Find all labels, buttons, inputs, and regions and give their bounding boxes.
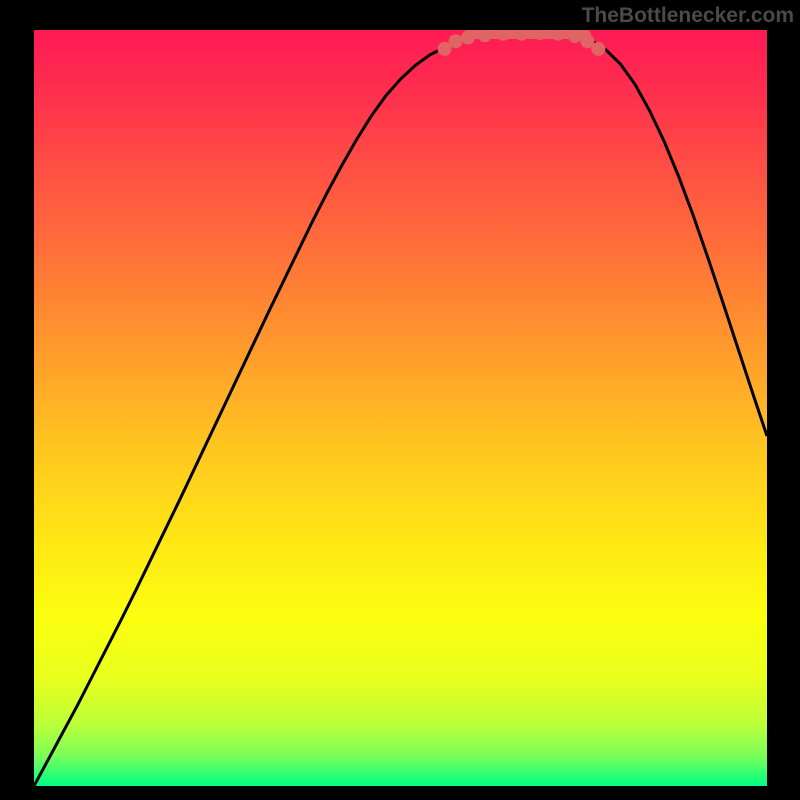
marker-dot [448, 34, 462, 48]
marker-dot [591, 42, 605, 56]
chart-plot-area [34, 30, 767, 786]
bottleneck-curve [34, 32, 767, 786]
marker-dot [496, 30, 510, 41]
marker-group [437, 30, 605, 56]
chart-svg [34, 30, 767, 786]
marker-dot [461, 31, 475, 45]
marker-dot [551, 30, 565, 41]
marker-dot [514, 30, 528, 41]
marker-dot [568, 30, 582, 43]
marker-dot [478, 30, 492, 42]
watermark-text: TheBottlenecker.com [582, 4, 794, 28]
